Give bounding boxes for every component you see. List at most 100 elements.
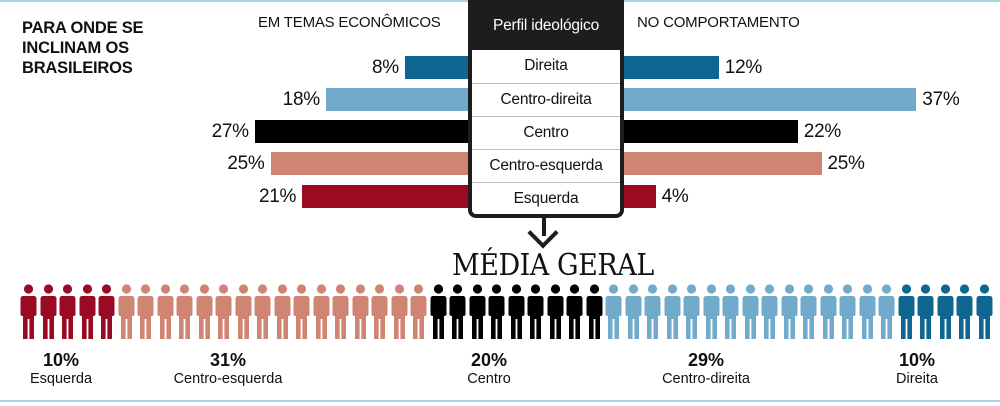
person-icon	[799, 284, 819, 340]
person-icon	[19, 284, 39, 340]
category-centro-direita: Centro-direita	[472, 83, 620, 115]
bar-economic-centro-esquerda	[270, 152, 468, 175]
person-icon	[175, 284, 195, 340]
ideology-box: Perfil ideológico Direita Centro-direita…	[468, 0, 624, 218]
person-icon	[273, 284, 293, 340]
bar-behavior-centro-esquerda	[624, 152, 822, 175]
person-icon	[195, 284, 215, 340]
person-icon	[78, 284, 98, 340]
group-percent: 29%	[687, 350, 725, 370]
bar-value-behavior: 4%	[661, 186, 689, 207]
person-icon	[721, 284, 741, 340]
person-icon	[741, 284, 761, 340]
bar-value-behavior: 37%	[922, 89, 960, 110]
group-label: 31% Centro-esquerda	[148, 350, 308, 388]
person-icon	[663, 284, 683, 340]
person-icon	[351, 284, 371, 340]
person-icon	[819, 284, 839, 340]
group-name: Centro	[467, 371, 511, 387]
person-icon	[624, 284, 644, 340]
person-icon	[97, 284, 117, 340]
group-percent: 10%	[42, 350, 80, 370]
bar-value-behavior: 25%	[827, 153, 865, 174]
bar-value-economic: 25%	[227, 153, 265, 174]
person-icon	[292, 284, 312, 340]
bar-value-economic: 8%	[371, 57, 399, 78]
category-centro: Centro	[472, 116, 620, 148]
person-icon	[936, 284, 956, 340]
bar-behavior-esquerda	[624, 185, 656, 208]
person-icon	[253, 284, 273, 340]
person-icon	[409, 284, 429, 340]
person-icon	[682, 284, 702, 340]
person-icon	[877, 284, 897, 340]
category-centro-esquerda: Centro-esquerda	[472, 149, 620, 181]
person-icon	[487, 284, 507, 340]
behavior-column-heading: NO COMPORTAMENTO	[637, 14, 800, 31]
category-direita: Direita	[524, 57, 568, 74]
person-icon	[858, 284, 878, 340]
group-percent: 31%	[209, 350, 247, 370]
person-icon	[331, 284, 351, 340]
group-percent: 20%	[470, 350, 508, 370]
person-icon	[565, 284, 585, 340]
person-icon	[234, 284, 254, 340]
person-icon	[916, 284, 936, 340]
person-icon	[585, 284, 605, 340]
bar-value-economic: 21%	[258, 186, 297, 207]
person-icon	[838, 284, 858, 340]
bar-value-economic: 18%	[282, 89, 320, 110]
person-icon	[214, 284, 234, 340]
bar-value-economic: 27%	[211, 121, 249, 142]
person-icon	[468, 284, 488, 340]
bar-economic-centro-direita	[325, 88, 468, 111]
person-icon	[370, 284, 390, 340]
category-esquerda: Esquerda	[472, 182, 620, 214]
group-label: 20% Centro	[409, 350, 569, 388]
bar-economic-esquerda	[302, 185, 468, 208]
group-name: Centro-esquerda	[173, 371, 283, 387]
group-name: Direita	[896, 371, 938, 387]
person-icon	[604, 284, 624, 340]
bar-economic-centro	[254, 120, 468, 143]
group-name: Esquerda	[29, 371, 93, 387]
person-icon	[702, 284, 722, 340]
title-line: PARA ONDE SE	[22, 19, 144, 37]
person-icon	[136, 284, 156, 340]
main-title: PARA ONDE SE INCLINAM OS BRASILEIROS	[22, 18, 192, 78]
economic-column-heading: EM TEMAS ECONÔMICOS	[258, 14, 441, 31]
people-pictogram	[19, 284, 994, 340]
group-label: 29% Centro-direita	[626, 350, 786, 388]
title-line: INCLINAM OS	[22, 39, 129, 57]
bottom-rule	[0, 400, 1000, 402]
person-icon	[546, 284, 566, 340]
person-icon	[526, 284, 546, 340]
person-icon	[58, 284, 78, 340]
bar-behavior-centro-direita	[624, 88, 917, 111]
bar-value-behavior: 12%	[724, 57, 762, 78]
arrow-down-icon	[527, 217, 559, 249]
group-label: 10% Direita	[837, 350, 997, 388]
ideology-box-header: Perfil ideológico	[472, 0, 620, 50]
person-icon	[156, 284, 176, 340]
bar-behavior-centro	[624, 120, 798, 143]
person-icon	[780, 284, 800, 340]
person-icon	[448, 284, 468, 340]
summary-title: MÉDIA GERAL	[452, 248, 654, 283]
person-icon	[955, 284, 975, 340]
bar-value-behavior: 22%	[803, 121, 841, 142]
title-line: BRASILEIROS	[22, 59, 133, 77]
bar-economic-direita	[404, 56, 468, 79]
person-icon	[429, 284, 449, 340]
person-icon	[390, 284, 410, 340]
person-icon	[897, 284, 917, 340]
bar-behavior-direita	[624, 56, 719, 79]
arrow-stem	[542, 218, 546, 236]
person-icon	[117, 284, 137, 340]
person-icon	[312, 284, 332, 340]
person-icon	[975, 284, 995, 340]
group-label: 10% Esquerda	[0, 350, 141, 388]
person-icon	[39, 284, 59, 340]
group-name: Centro-direita	[662, 371, 750, 387]
person-icon	[507, 284, 527, 340]
